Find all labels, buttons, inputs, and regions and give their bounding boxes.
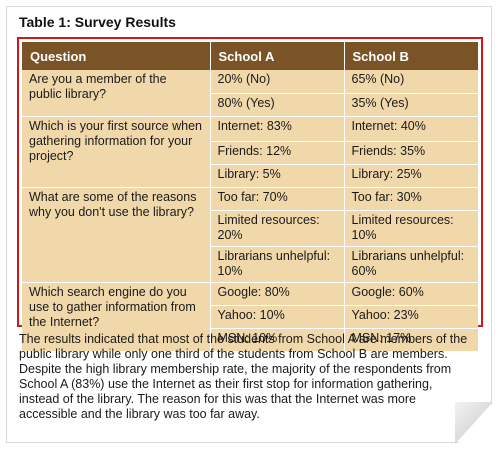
school-a-cell: 20% (No)	[210, 70, 345, 94]
school-b-cell: MSN: 17%	[344, 328, 478, 352]
school-a-cell: Internet: 83%	[210, 116, 345, 142]
table-row: Are you a member of the public library? …	[22, 70, 478, 117]
school-a-cell: Too far: 70%	[210, 187, 345, 211]
table-row: Which is your first source when gatherin…	[22, 116, 478, 188]
school-b-cell: Library: 25%	[344, 164, 478, 188]
school-b-cell: Internet: 40%	[344, 116, 478, 142]
school-b-cell: Friends: 35%	[344, 141, 478, 165]
table-row: Friends: 12% Friends: 35%	[22, 141, 478, 165]
school-b-cell: Too far: 30%	[344, 187, 478, 211]
school-b-cell: Google: 60%	[344, 282, 478, 306]
table-row: Library: 5% Library: 25%	[22, 164, 478, 188]
question-cell: What are some of the reasons why you don…	[22, 187, 211, 283]
school-a-cell: Google: 80%	[210, 282, 345, 306]
table-row: Librarians unhelpful: 10% Librarians unh…	[22, 246, 478, 283]
school-a-cell: Yahoo: 10%	[210, 305, 345, 329]
school-b-cell: Limited resources: 10%	[344, 210, 478, 247]
school-a-cell: Friends: 12%	[210, 141, 345, 165]
school-a-cell: Library: 5%	[210, 164, 345, 188]
table-row: What are some of the reasons why you don…	[22, 187, 478, 283]
school-a-cell: Librarians unhelpful: 10%	[210, 246, 345, 283]
question-cell: Which is your first source when gatherin…	[22, 116, 211, 188]
school-b-cell: 65% (No)	[344, 70, 478, 94]
table-row: Yahoo: 10% Yahoo: 23%	[22, 305, 478, 329]
school-b-cell: Yahoo: 23%	[344, 305, 478, 329]
school-a-cell: Limited resources: 20%	[210, 210, 345, 247]
table-title: Table 1: Survey Results	[19, 14, 176, 30]
header-school-b: School B	[344, 42, 478, 70]
question-cell: Are you a member of the public library?	[22, 70, 211, 117]
survey-table: Question School A School B Are you a mem…	[22, 42, 478, 352]
header-row: Question School A School B	[22, 42, 478, 70]
school-b-cell: Librarians unhelpful: 60%	[344, 246, 478, 283]
header-question: Question	[22, 42, 211, 70]
table-row: 80% (Yes) 35% (Yes)	[22, 93, 478, 117]
results-paragraph: The results indicated that most of the s…	[19, 332, 468, 421]
table-row: MSN: 10% MSN: 17%	[22, 328, 478, 352]
table-row: Limited resources: 20% Limited resources…	[22, 210, 478, 247]
school-b-cell: 35% (Yes)	[344, 93, 478, 117]
header-school-a: School A	[210, 42, 345, 70]
school-a-cell: MSN: 10%	[210, 328, 345, 352]
question-cell: Which search engine do you use to gather…	[22, 282, 211, 352]
table-row: Which search engine do you use to gather…	[22, 282, 478, 352]
school-a-cell: 80% (Yes)	[210, 93, 345, 117]
